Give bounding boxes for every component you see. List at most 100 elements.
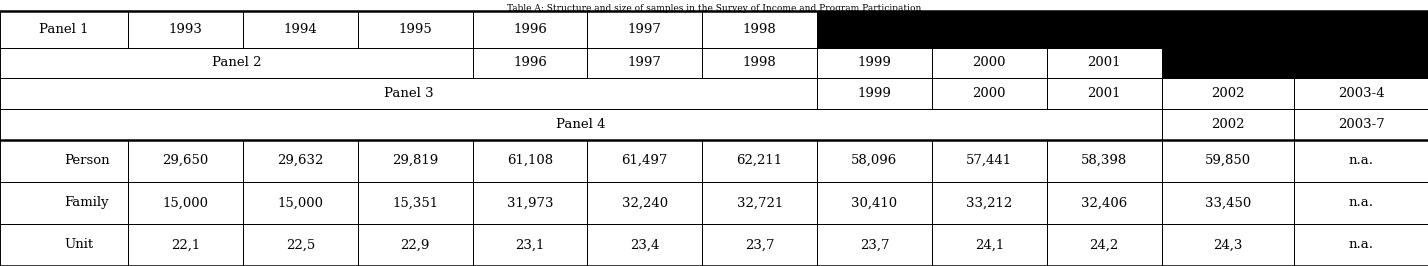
Bar [1294, 11, 1428, 48]
Bar [129, 11, 243, 48]
Text: 15,000: 15,000 [163, 196, 208, 209]
Text: 32,721: 32,721 [737, 196, 783, 209]
Bar [473, 48, 587, 78]
Text: 30,410: 30,410 [851, 196, 898, 209]
Bar [473, 140, 587, 182]
Text: 1999: 1999 [858, 56, 891, 69]
Bar [473, 224, 587, 266]
Bar [129, 140, 243, 182]
Bar [129, 182, 243, 224]
Bar [932, 182, 1047, 224]
Bar [1161, 11, 1294, 48]
Bar [1294, 48, 1428, 78]
Bar [587, 182, 703, 224]
Bar [932, 140, 1047, 182]
Text: 2002: 2002 [1211, 118, 1245, 131]
Text: 22,1: 22,1 [171, 238, 200, 251]
Bar [932, 224, 1047, 266]
Bar [1047, 11, 1161, 48]
Bar [587, 224, 703, 266]
Text: Family: Family [64, 196, 109, 209]
Bar [1294, 11, 1428, 48]
Text: 33,450: 33,450 [1205, 196, 1251, 209]
Bar [0, 48, 473, 78]
Bar [1047, 140, 1161, 182]
Bar [243, 224, 358, 266]
Text: 2003-4: 2003-4 [1338, 87, 1384, 100]
Bar [358, 182, 473, 224]
Bar [932, 78, 1047, 109]
Text: 59,850: 59,850 [1205, 154, 1251, 167]
Text: 23,1: 23,1 [516, 238, 544, 251]
Bar [358, 224, 473, 266]
Text: 58,398: 58,398 [1081, 154, 1127, 167]
Bar [1047, 224, 1161, 266]
Text: 24,3: 24,3 [1214, 238, 1242, 251]
Text: 2000: 2000 [972, 87, 1007, 100]
Text: 29,650: 29,650 [163, 154, 208, 167]
Bar [358, 140, 473, 182]
Bar [473, 182, 587, 224]
Text: 62,211: 62,211 [737, 154, 783, 167]
Bar [932, 11, 1047, 48]
Bar [0, 11, 129, 48]
Bar [1047, 11, 1161, 48]
Bar [1294, 48, 1428, 78]
Text: Panel 2: Panel 2 [211, 56, 261, 69]
Bar [1294, 224, 1428, 266]
Bar [817, 11, 932, 48]
Bar [1047, 48, 1161, 78]
Bar [0, 78, 817, 109]
Bar [587, 140, 703, 182]
Text: 29,632: 29,632 [277, 154, 324, 167]
Text: 2003-7: 2003-7 [1338, 118, 1384, 131]
Bar [817, 11, 932, 48]
Text: Person: Person [64, 154, 110, 167]
Bar [817, 182, 932, 224]
Text: 22,5: 22,5 [286, 238, 316, 251]
Bar [703, 48, 817, 78]
Bar [703, 224, 817, 266]
Text: 1999: 1999 [858, 87, 891, 100]
Bar [1294, 182, 1428, 224]
Bar [817, 48, 932, 78]
Text: n.a.: n.a. [1348, 196, 1374, 209]
Text: Panel 3: Panel 3 [384, 87, 433, 100]
Text: 24,2: 24,2 [1090, 238, 1118, 251]
Text: 1996: 1996 [513, 56, 547, 69]
Text: 1996: 1996 [513, 23, 547, 36]
Bar [1161, 109, 1294, 140]
Text: Panel 4: Panel 4 [555, 118, 605, 131]
Text: 1995: 1995 [398, 23, 433, 36]
Text: 22,9: 22,9 [400, 238, 430, 251]
Bar [0, 224, 129, 266]
Text: Unit: Unit [64, 238, 93, 251]
Text: Panel 1: Panel 1 [40, 23, 89, 36]
Bar [473, 11, 587, 48]
Bar [1161, 140, 1294, 182]
Bar [358, 11, 473, 48]
Text: 32,240: 32,240 [621, 196, 668, 209]
Bar [1161, 182, 1294, 224]
Bar [817, 140, 932, 182]
Text: 1998: 1998 [743, 56, 777, 69]
Text: 1998: 1998 [743, 23, 777, 36]
Bar [932, 48, 1047, 78]
Bar [1161, 78, 1294, 109]
Text: Table A: Structure and size of samples in the Survey of Income and Program Parti: Table A: Structure and size of samples i… [507, 4, 921, 13]
Text: 1993: 1993 [169, 23, 203, 36]
Bar [587, 48, 703, 78]
Bar [243, 182, 358, 224]
Text: 31,973: 31,973 [507, 196, 553, 209]
Bar [703, 182, 817, 224]
Text: 33,212: 33,212 [967, 196, 1012, 209]
Text: n.a.: n.a. [1348, 154, 1374, 167]
Text: 61,108: 61,108 [507, 154, 553, 167]
Bar [1161, 48, 1294, 78]
Text: 2000: 2000 [972, 56, 1007, 69]
Bar [1161, 11, 1294, 48]
Text: 32,406: 32,406 [1081, 196, 1127, 209]
Bar [1294, 78, 1428, 109]
Text: 61,497: 61,497 [621, 154, 668, 167]
Text: 15,351: 15,351 [393, 196, 438, 209]
